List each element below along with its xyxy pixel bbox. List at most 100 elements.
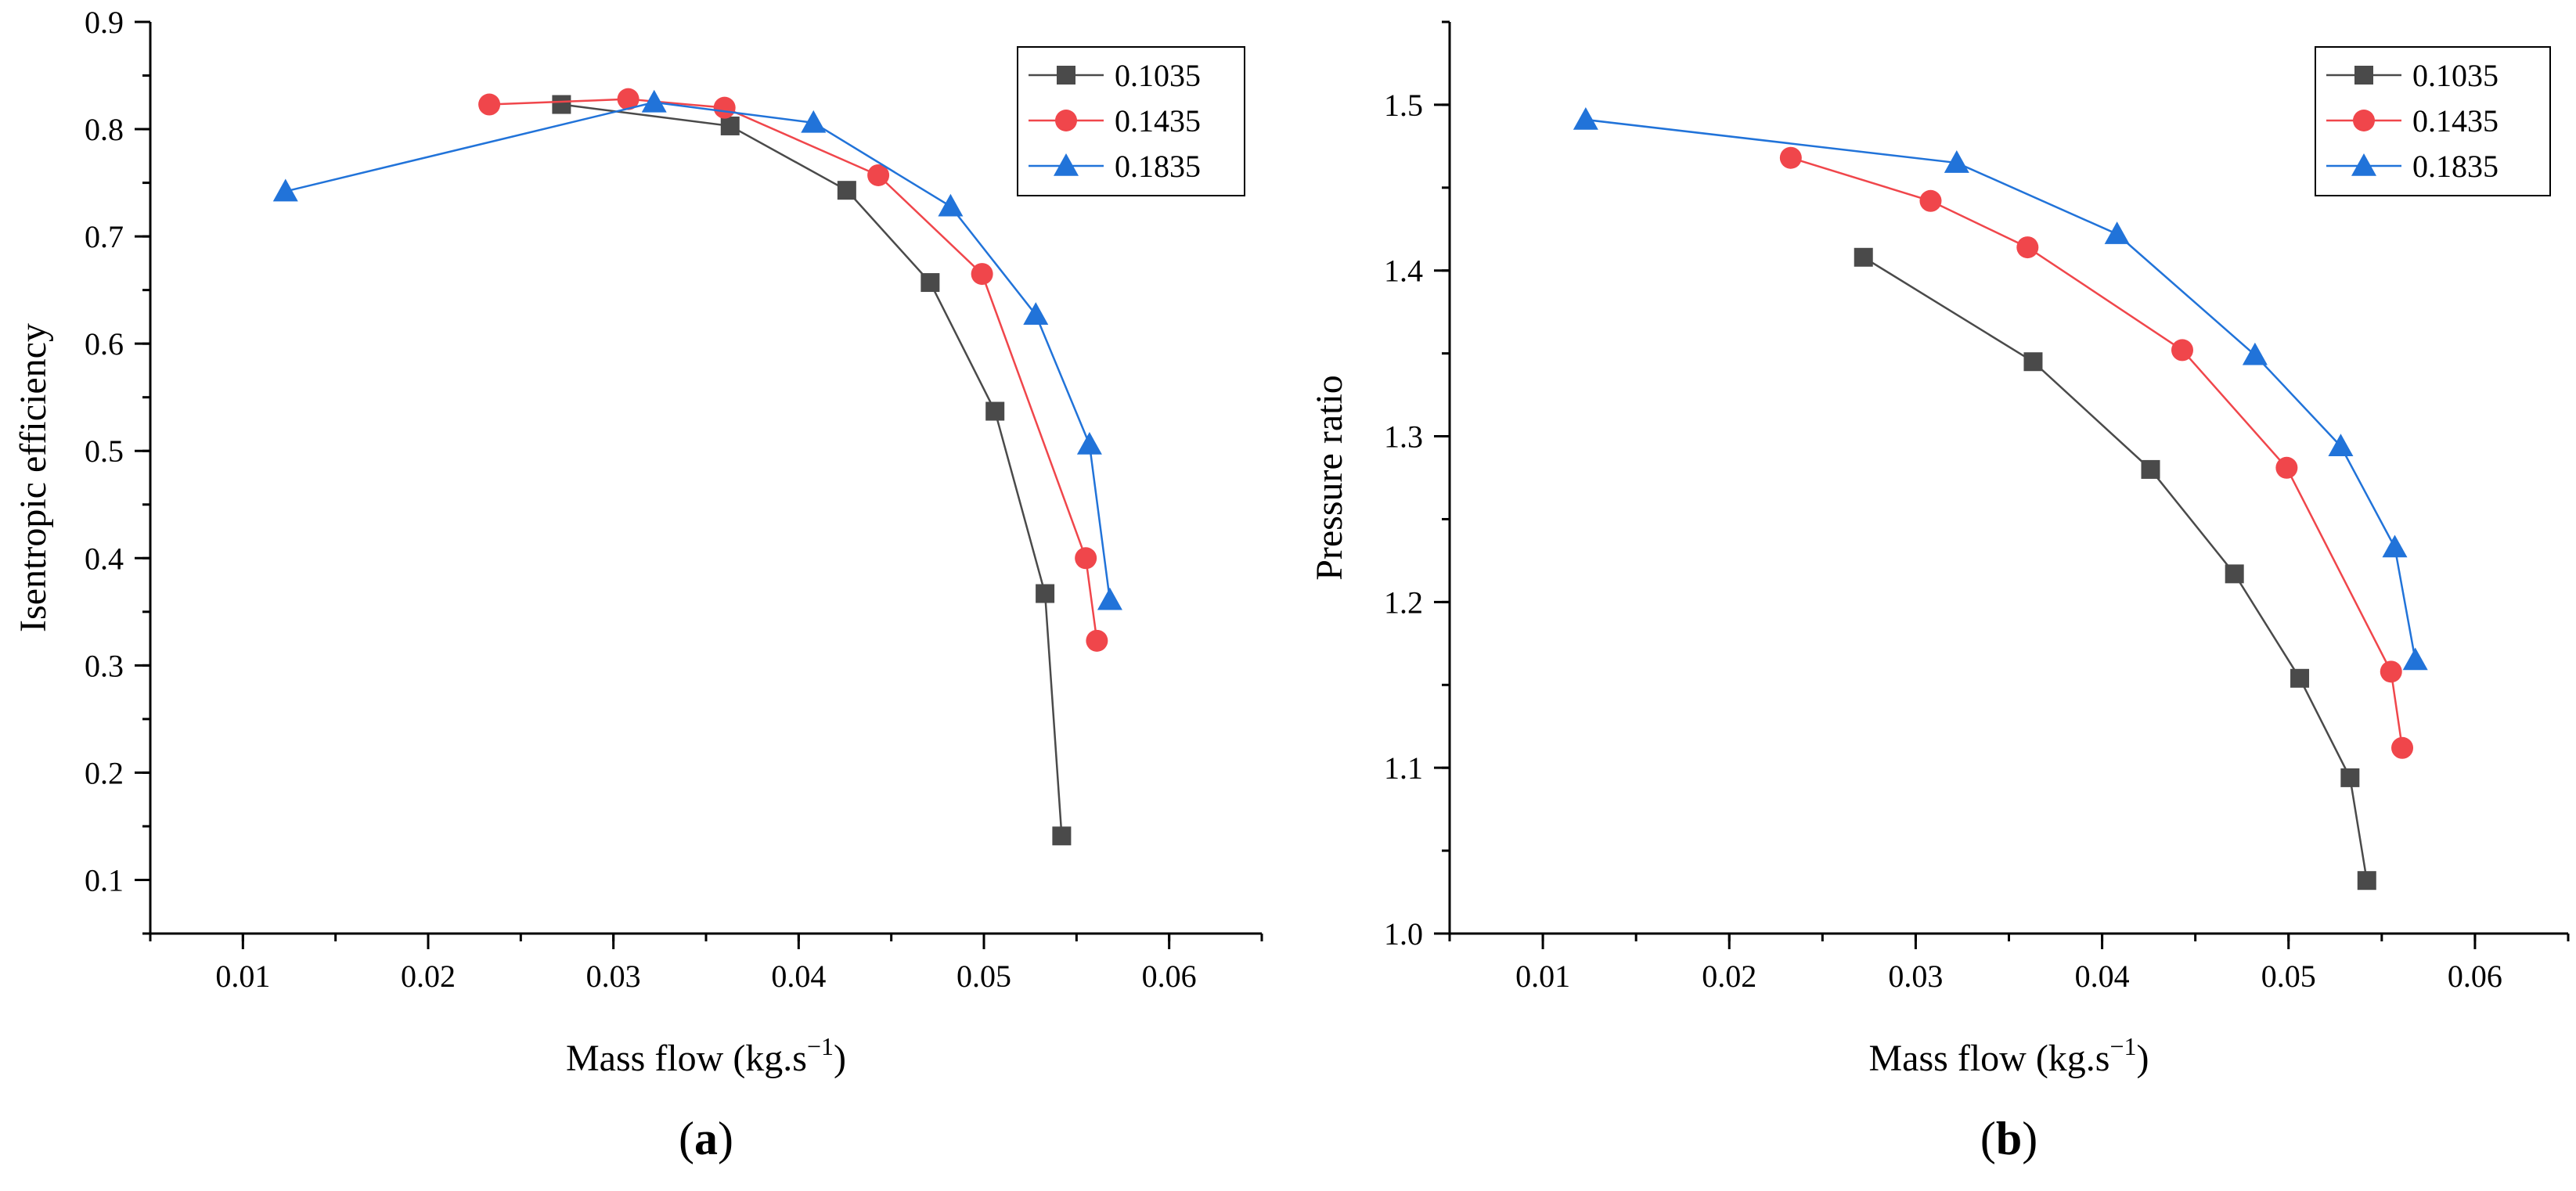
y-tick-label: 0.9 <box>85 5 124 40</box>
data-point <box>1779 146 1802 169</box>
data-point <box>552 95 571 114</box>
x-tick-label: 0.01 <box>215 959 270 994</box>
y-tick-label: 0.8 <box>85 112 124 147</box>
y-tick-label: 0.6 <box>85 326 124 362</box>
data-point <box>720 116 740 135</box>
legend-marker <box>1057 66 1075 85</box>
data-point <box>2275 456 2298 479</box>
x-axis-title: Mass flow (kg.s−1) <box>1868 1032 2149 1079</box>
x-tick-label: 0.04 <box>2075 959 2130 994</box>
legend: 0.1035 0.1435 0.1835 <box>1017 46 1245 196</box>
data-point <box>2402 647 2428 671</box>
data-point <box>1086 629 1108 652</box>
chart-panel-a: 0.01 0.02 0.03 0.04 0.05 0.06 0.1 0.2 0.3 0.4 0.5 0… <box>13 5 1263 1164</box>
x-tick-label: 0.03 <box>1888 959 1943 994</box>
data-point <box>837 181 856 200</box>
x-tick-label: 0.06 <box>1142 959 1197 994</box>
data-point <box>921 273 940 293</box>
data-point <box>2141 459 2160 479</box>
legend-label: 0.1835 <box>2412 149 2499 184</box>
y-tick-label: 0.5 <box>85 434 124 469</box>
data-point <box>1023 302 1049 325</box>
data-point <box>801 110 827 133</box>
data-point <box>713 96 736 119</box>
series-line <box>1790 157 2404 748</box>
legend-label: 0.1835 <box>1115 149 1201 184</box>
series-line <box>1585 118 2416 660</box>
legend-marker <box>1055 110 1077 131</box>
data-point <box>867 164 890 186</box>
y-tick-label: 1.1 <box>1384 750 1423 786</box>
series-0.1835 <box>1573 106 2428 671</box>
data-point <box>617 88 639 110</box>
y-axis-title: Pressure ratio <box>1309 375 1350 581</box>
x-tick-label: 0.05 <box>2261 959 2316 994</box>
series-line <box>285 101 1111 600</box>
x-tick-label: 0.02 <box>401 959 456 994</box>
data-point <box>1075 547 1097 570</box>
data-point <box>1854 247 1873 267</box>
data-point <box>971 263 993 286</box>
y-tick-label: 0.3 <box>85 648 124 683</box>
y-tick-label: 1.0 <box>1384 916 1423 952</box>
data-point <box>1919 189 1942 212</box>
legend-marker <box>1054 153 1079 176</box>
panel-label: (a) <box>679 1113 733 1164</box>
data-point <box>2016 236 2039 259</box>
series-0.1035 <box>1854 247 2376 891</box>
data-point <box>2290 668 2310 688</box>
data-point <box>641 89 667 113</box>
data-point <box>2340 768 2360 787</box>
y-tick-label: 0.4 <box>85 541 124 576</box>
x-tick-label: 0.06 <box>2448 959 2502 994</box>
series-0.1435 <box>478 88 1108 652</box>
y-tick-label: 1.4 <box>1384 254 1423 289</box>
data-point <box>2391 736 2414 759</box>
data-point <box>1052 826 1072 846</box>
x-tick-label: 0.02 <box>1702 959 1756 994</box>
data-point <box>2357 871 2376 891</box>
x-tick-label: 0.04 <box>771 959 826 994</box>
legend-marker <box>2351 153 2376 176</box>
data-point <box>1097 587 1122 610</box>
data-point <box>272 178 298 202</box>
series-0.1435 <box>1779 146 2414 759</box>
chart-panel-b: 0.01 0.02 0.03 0.04 0.05 0.06 1.0 1.1 1.2 1.3 1.4 1… <box>1309 20 2570 1164</box>
data-point <box>1944 150 1969 173</box>
series-0.1835 <box>272 89 1122 610</box>
x-tick-label: 0.05 <box>957 959 1011 994</box>
y-tick-label: 1.3 <box>1384 419 1423 455</box>
data-point <box>2242 342 2268 365</box>
legend-label: 0.1435 <box>1115 103 1201 139</box>
legend-label: 0.1035 <box>2412 58 2499 93</box>
legend: 0.1035 0.1435 0.1835 <box>2315 46 2551 196</box>
data-point <box>1036 584 1055 603</box>
data-point <box>478 93 501 116</box>
data-point <box>985 401 1005 421</box>
data-point <box>2225 564 2244 584</box>
y-tick-label: 1.5 <box>1384 88 1423 123</box>
data-point <box>2380 660 2402 683</box>
legend-marker <box>2353 110 2375 131</box>
legend-label: 0.1435 <box>2412 103 2499 139</box>
data-point <box>1573 106 1598 130</box>
data-point <box>2171 339 2193 362</box>
x-tick-label: 0.03 <box>586 959 641 994</box>
series-0.1035 <box>552 95 1072 846</box>
series-line <box>561 103 1063 837</box>
data-point <box>2328 434 2354 457</box>
y-tick-label: 1.2 <box>1384 585 1423 620</box>
y-axis-title: Isentropic efficiency <box>13 323 54 632</box>
data-point <box>2382 534 2408 558</box>
data-point <box>1076 432 1102 455</box>
panel-label: (b) <box>1980 1113 2037 1164</box>
y-tick-label: 0.7 <box>85 219 124 254</box>
legend-label: 0.1035 <box>1115 58 1201 93</box>
data-point <box>938 193 964 217</box>
y-tick-label: 0.2 <box>85 755 124 790</box>
series-line <box>489 98 1098 641</box>
data-point <box>2023 352 2043 372</box>
x-axis-title: Mass flow (kg.s−1) <box>566 1032 846 1079</box>
